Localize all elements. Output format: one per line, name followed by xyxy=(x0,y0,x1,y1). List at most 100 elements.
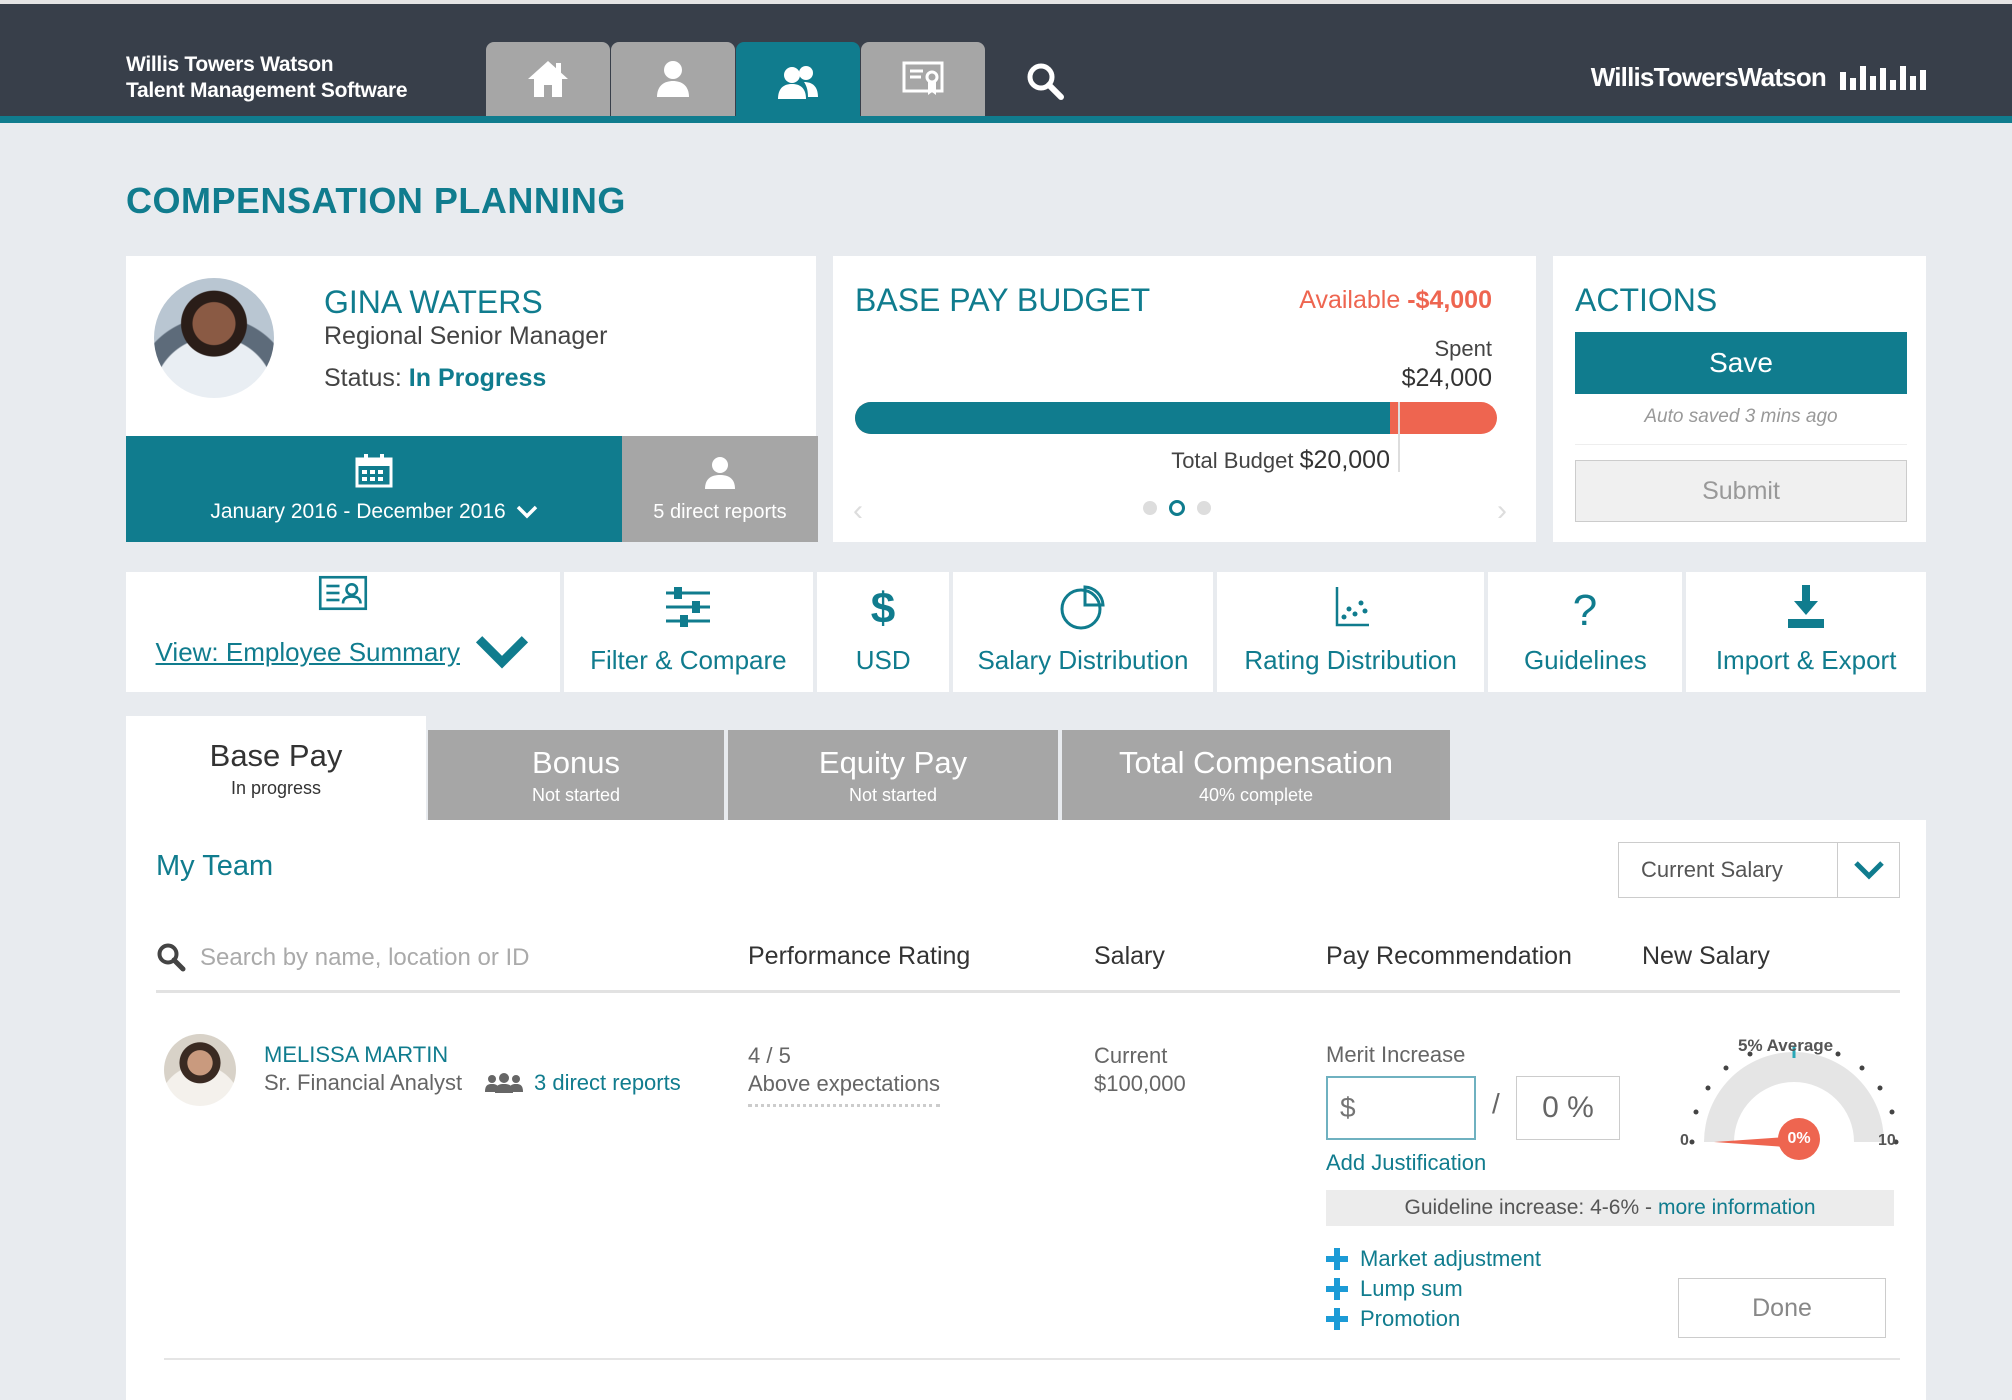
view-label: View: Employee Summary xyxy=(155,636,460,667)
budget-bar-fill xyxy=(855,402,1390,434)
sliders-icon xyxy=(666,587,711,627)
tab-equity-pay[interactable]: Equity Pay Not started xyxy=(728,730,1058,820)
spent-label: Spent xyxy=(1434,336,1493,361)
rating-description: Above expectations xyxy=(748,1070,941,1107)
team-title: My Team xyxy=(156,850,274,882)
amount-percent-separator: / xyxy=(1492,1088,1500,1119)
adjustment-label: Market adjustment xyxy=(1360,1246,1541,1271)
lump-sum-button[interactable]: Lump sum xyxy=(1326,1276,1463,1302)
tab-status: Not started xyxy=(848,784,938,805)
merit-percent-input[interactable] xyxy=(1516,1076,1620,1140)
dropdown-value: Current Salary xyxy=(1641,857,1783,882)
chevron-down-icon xyxy=(475,636,529,669)
current-salary: Current $100,000 xyxy=(1094,1042,1186,1098)
brand-text: Willis Towers Watson Talent Management S… xyxy=(126,52,408,104)
adjustment-label: Promotion xyxy=(1360,1306,1461,1331)
tab-label: Base Pay xyxy=(209,737,343,773)
nav-tab-team[interactable] xyxy=(736,42,860,123)
period-selector[interactable]: January 2016 - December 2016 xyxy=(126,436,622,542)
salary-label: Current xyxy=(1094,1043,1168,1068)
guidelines-button[interactable]: ? Guidelines xyxy=(1488,572,1683,692)
submit-button[interactable]: Submit xyxy=(1575,460,1907,522)
plus-icon xyxy=(1326,1248,1348,1270)
promotion-button[interactable]: Promotion xyxy=(1326,1306,1460,1332)
carousel-dots xyxy=(1143,500,1211,516)
column-header-recommendation[interactable]: Pay Recommendation xyxy=(1326,942,1572,970)
tab-bonus[interactable]: Bonus Not started xyxy=(428,730,724,820)
page-title: COMPENSATION PLANNING xyxy=(126,180,626,221)
save-button[interactable]: Save xyxy=(1575,332,1907,394)
adjustment-label: Lump sum xyxy=(1360,1276,1463,1301)
carousel-dot[interactable] xyxy=(1197,501,1211,515)
toolbar: View: Employee Summary Filter & Compare … xyxy=(126,572,1926,692)
import-export-button[interactable]: Import & Export xyxy=(1686,572,1926,692)
nav-tab-profile[interactable] xyxy=(611,42,735,116)
salary-distribution-button[interactable]: Salary Distribution xyxy=(953,572,1213,692)
import-export-label: Import & Export xyxy=(1715,645,1897,675)
question-icon: ? xyxy=(1573,586,1597,631)
carousel-dot[interactable] xyxy=(1143,501,1157,515)
merit-increase-label: Merit Increase xyxy=(1326,1042,1466,1067)
tab-label: Bonus xyxy=(532,744,620,780)
header-accent-line xyxy=(0,116,2012,123)
period-label: January 2016 - December 2016 xyxy=(210,500,506,523)
search-icon[interactable] xyxy=(1024,60,1066,102)
manager-role: Regional Senior Manager xyxy=(324,322,608,350)
direct-reports-button[interactable]: 5 direct reports xyxy=(622,436,818,542)
column-header-rating[interactable]: Performance Rating xyxy=(748,942,971,970)
guidelines-label: Guidelines xyxy=(1523,645,1647,675)
tab-total-compensation[interactable]: Total Compensation 40% complete xyxy=(1062,730,1450,820)
rating-distribution-label: Rating Distribution xyxy=(1244,645,1457,675)
available-label: Available xyxy=(1299,286,1401,314)
merit-amount-input[interactable] xyxy=(1326,1076,1476,1140)
column-header-new-salary[interactable]: New Salary xyxy=(1642,942,1770,970)
carousel-dot-active[interactable] xyxy=(1169,500,1185,516)
budget-title: BASE PAY BUDGET xyxy=(855,282,1151,318)
carousel-prev-icon[interactable]: ‹ xyxy=(853,494,863,527)
reports-label: 3 direct reports xyxy=(534,1070,681,1095)
tab-status: Not started xyxy=(531,784,621,805)
view-selector[interactable]: View: Employee Summary xyxy=(126,572,560,692)
team-icon xyxy=(778,65,818,99)
tab-status: In progress xyxy=(230,777,322,798)
nav-tab-certificate[interactable] xyxy=(861,42,985,116)
performance-rating[interactable]: 4 / 5 Above expectations xyxy=(748,1042,941,1107)
more-information-link[interactable]: more information xyxy=(1657,1196,1816,1219)
company-logo: WillisTowersWatson xyxy=(1591,62,1926,93)
salary-view-dropdown[interactable]: Current Salary xyxy=(1618,842,1900,898)
currency-button[interactable]: $ USD xyxy=(817,572,950,692)
home-icon xyxy=(528,61,568,97)
currency-label: USD xyxy=(855,645,911,675)
direct-reports-label: 5 direct reports xyxy=(653,500,787,523)
employee-title: Sr. Financial Analyst xyxy=(264,1070,463,1095)
team-search-input[interactable] xyxy=(200,936,650,980)
team-panel: My Team Current Salary Performance Ratin… xyxy=(126,820,1926,1400)
status-label: Status: xyxy=(324,364,402,392)
carousel-next-icon[interactable]: › xyxy=(1497,494,1507,527)
column-header-salary[interactable]: Salary xyxy=(1094,942,1165,970)
nav-tab-home[interactable] xyxy=(486,42,610,116)
add-justification-link[interactable]: Add Justification xyxy=(1326,1150,1487,1175)
user-icon xyxy=(705,456,735,489)
guideline-info: Guideline increase: 4-6% - more informat… xyxy=(1326,1190,1894,1226)
total-label: Total Budget xyxy=(1171,448,1294,473)
calendar-icon xyxy=(355,454,393,488)
filter-compare-button[interactable]: Filter & Compare xyxy=(563,572,814,692)
certificate-icon xyxy=(902,61,944,95)
group-icon xyxy=(485,1073,523,1093)
tab-label: Total Compensation xyxy=(1119,744,1393,780)
dropdown-toggle[interactable] xyxy=(1837,843,1899,897)
done-button[interactable]: Done xyxy=(1678,1278,1886,1338)
search-icon xyxy=(157,943,186,972)
brand-line-2: Talent Management Software xyxy=(126,79,408,102)
svg-text:?: ? xyxy=(1573,586,1597,631)
employee-name-link[interactable]: MELISSA MARTIN xyxy=(264,1042,449,1067)
gauge-average-label: 5% Average xyxy=(1738,1036,1834,1055)
budget-available: Available -$4,000 xyxy=(1299,286,1492,315)
tab-base-pay[interactable]: Base Pay In progress xyxy=(126,716,426,820)
plus-icon xyxy=(1326,1278,1348,1300)
employee-reports-link[interactable]: 3 direct reports xyxy=(484,1070,681,1096)
rating-distribution-button[interactable]: Rating Distribution xyxy=(1216,572,1485,692)
row-divider xyxy=(164,1358,1900,1360)
market-adjustment-button[interactable]: Market adjustment xyxy=(1326,1246,1541,1272)
